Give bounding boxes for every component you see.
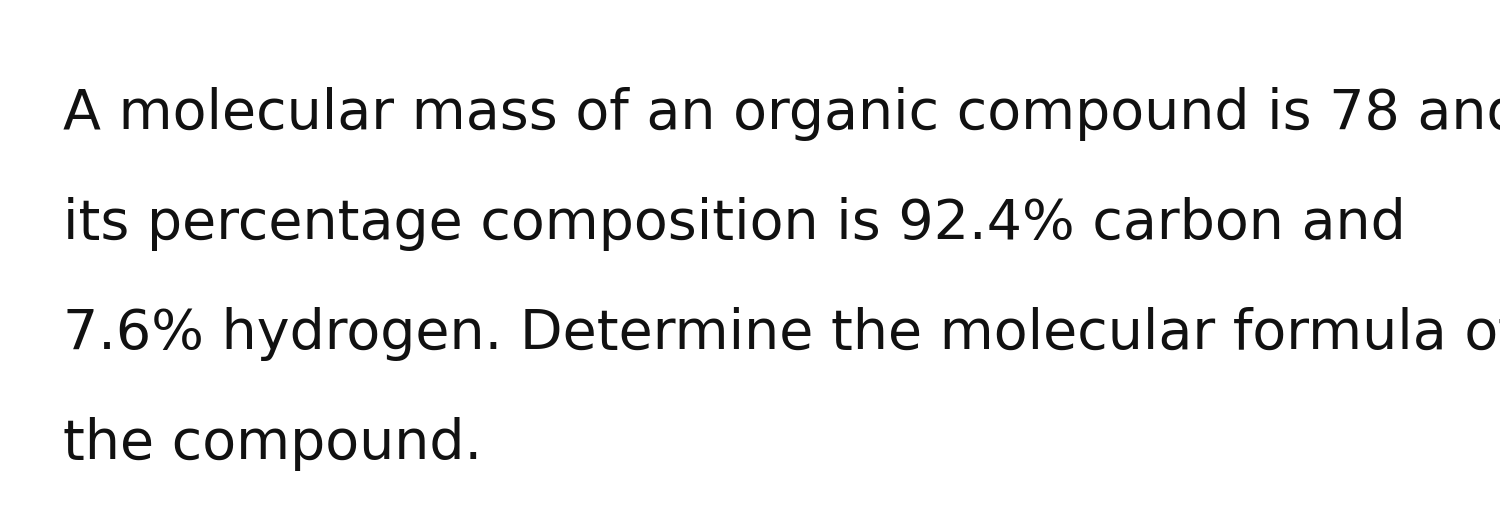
Text: the compound.: the compound. <box>63 417 482 471</box>
Text: its percentage composition is 92.4% carbon and: its percentage composition is 92.4% carb… <box>63 197 1406 251</box>
Text: A molecular mass of an organic compound is 78 and: A molecular mass of an organic compound … <box>63 87 1500 141</box>
Text: 7.6% hydrogen. Determine the molecular formula of: 7.6% hydrogen. Determine the molecular f… <box>63 307 1500 361</box>
